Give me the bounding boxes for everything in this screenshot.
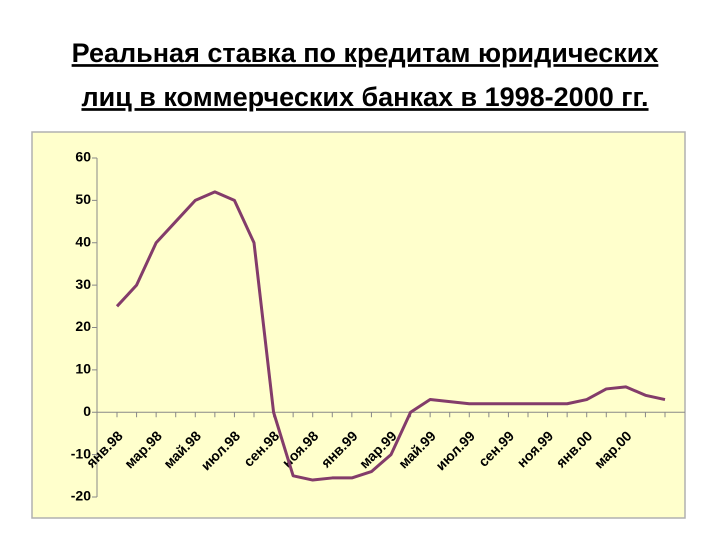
y-tick-label: 60 bbox=[75, 149, 91, 165]
y-tick-label: -10 bbox=[71, 445, 91, 461]
y-tick-label: 30 bbox=[75, 276, 91, 292]
chart-area bbox=[31, 131, 686, 519]
y-tick-label: 0 bbox=[83, 403, 91, 419]
y-tick-label: -20 bbox=[71, 488, 91, 504]
y-tick-label: 10 bbox=[75, 361, 91, 377]
chart-title: Реальная ставка по кредитам юридических bbox=[72, 38, 659, 68]
y-tick-label: 40 bbox=[75, 233, 91, 249]
y-tick-label: 50 bbox=[75, 191, 91, 207]
chart-title: лиц в коммерческих банках в 1998-2000 гг… bbox=[81, 82, 648, 112]
y-tick-label: 20 bbox=[75, 318, 91, 334]
data-line bbox=[115, 190, 666, 482]
